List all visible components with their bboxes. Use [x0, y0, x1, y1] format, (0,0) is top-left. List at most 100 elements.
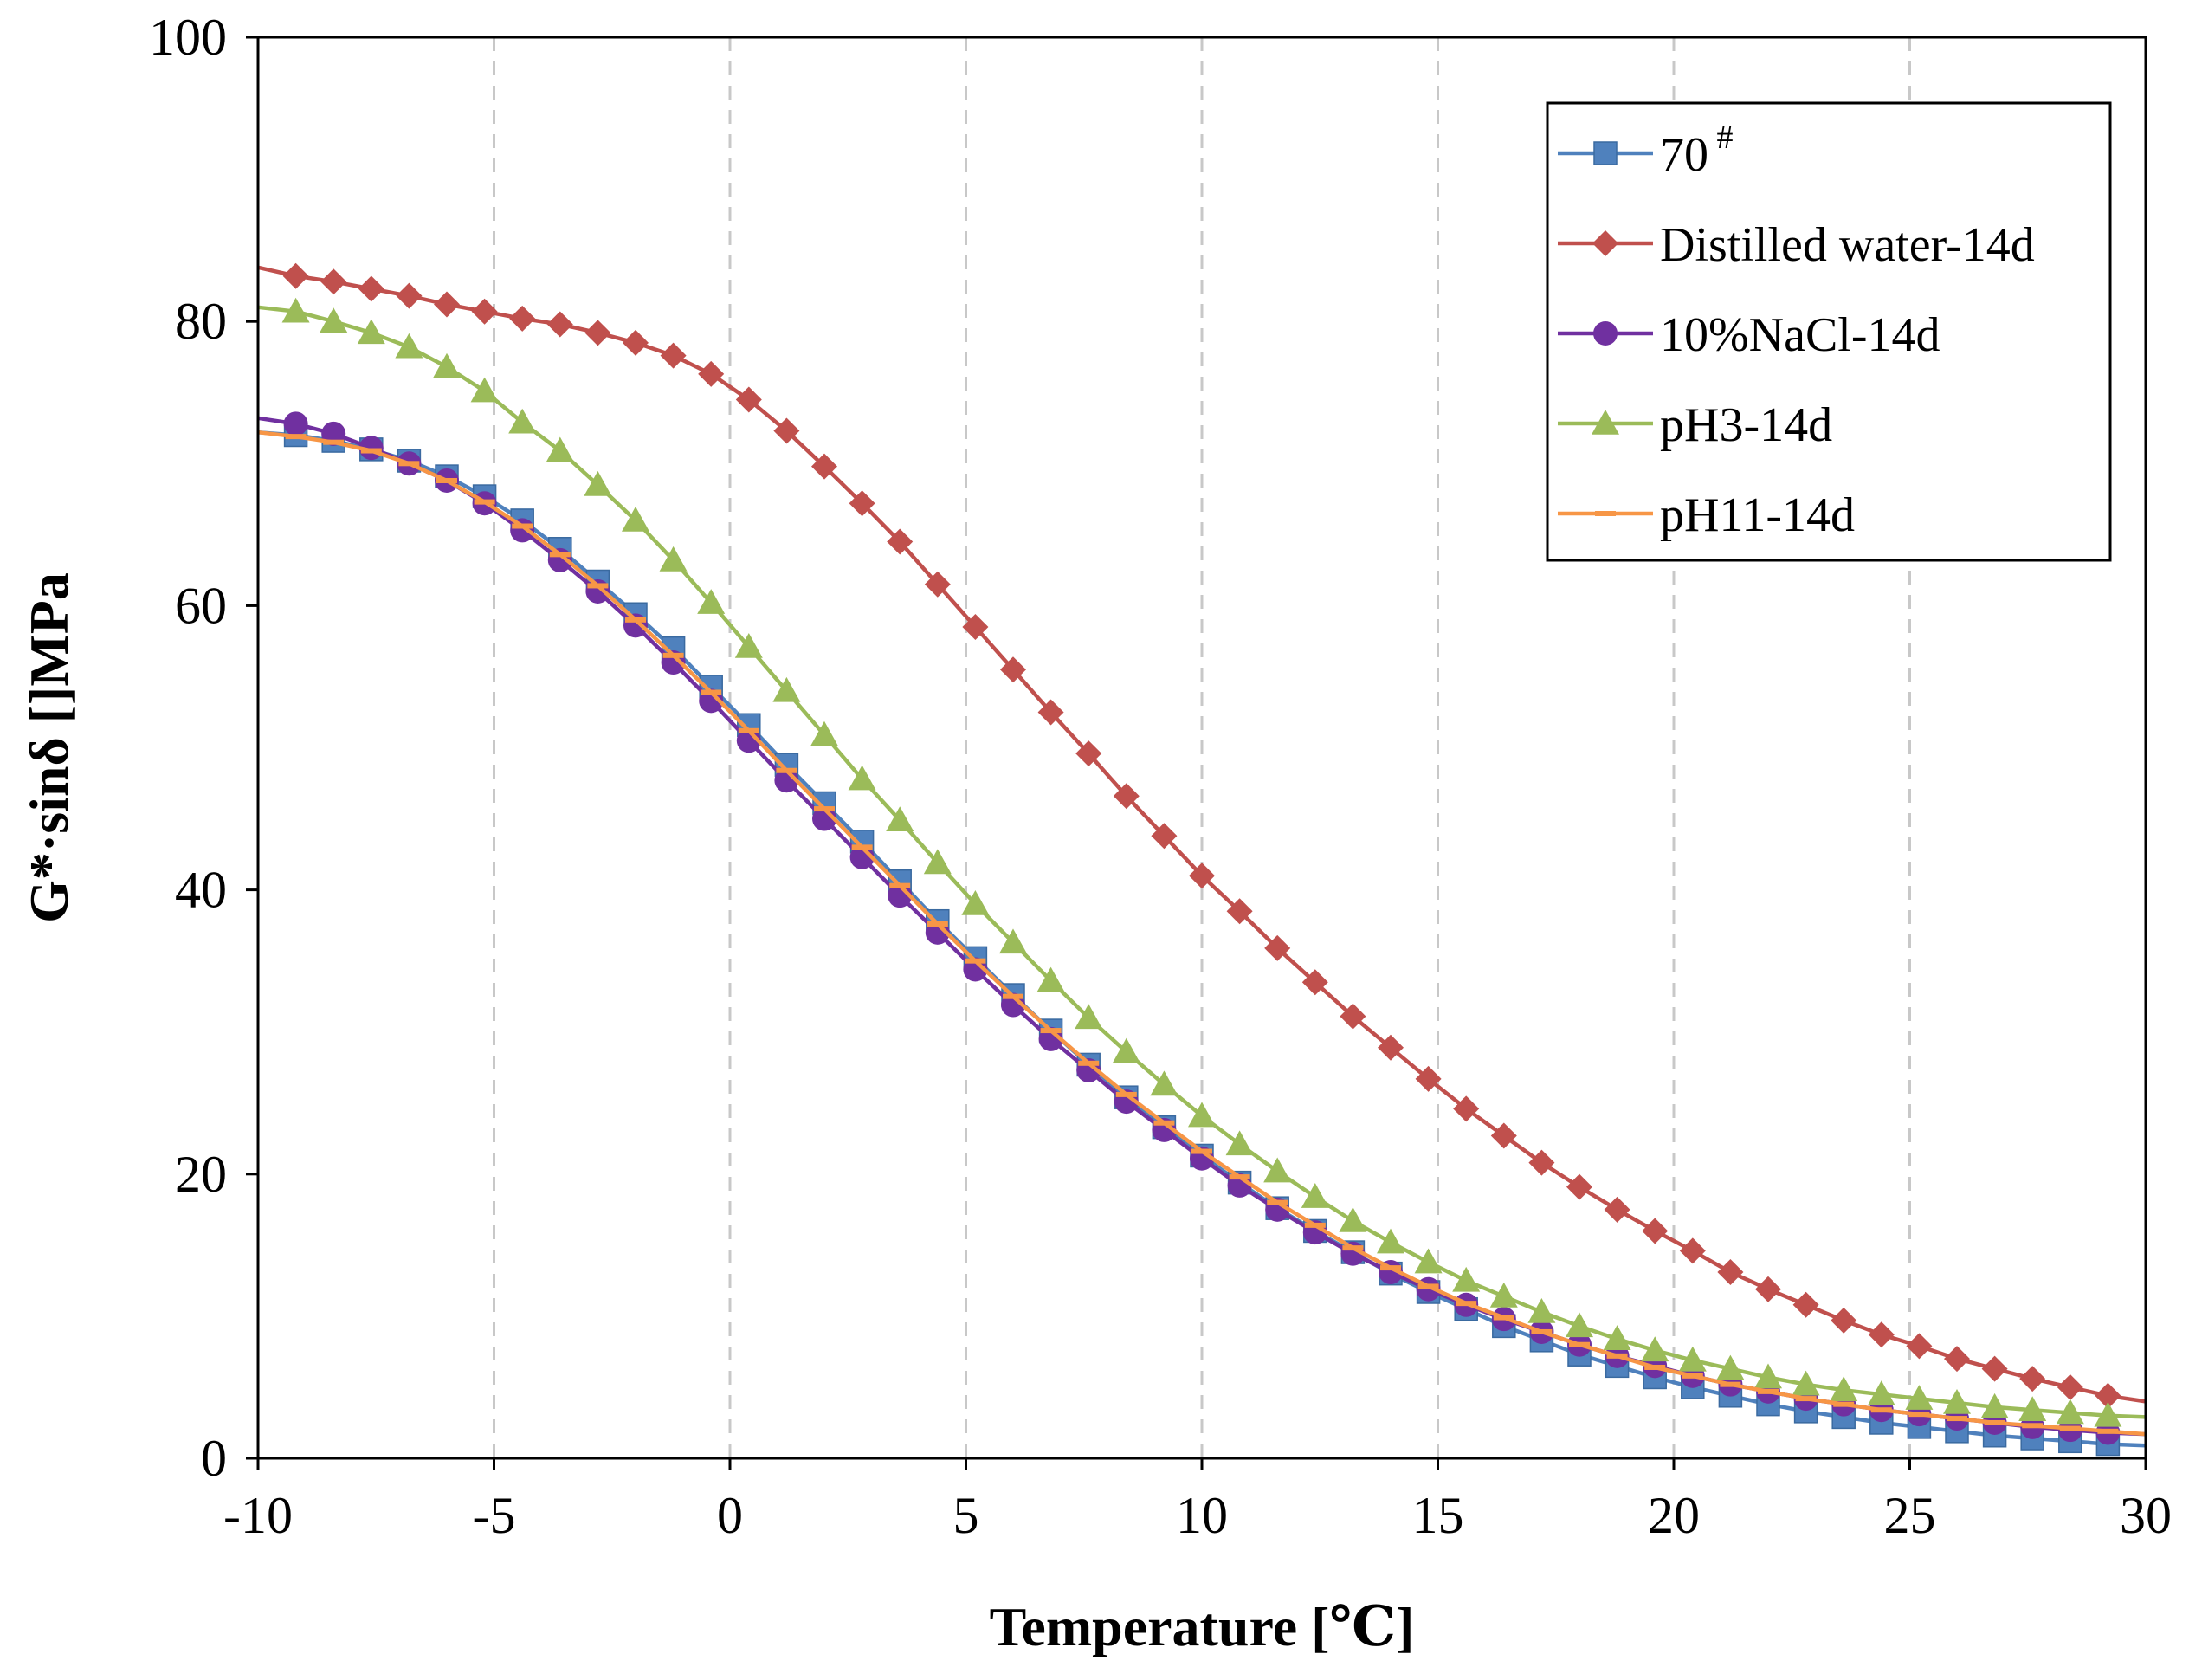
- data-point: [1229, 1174, 1250, 1180]
- data-point: [1868, 1321, 1895, 1348]
- series-4: [257, 430, 2147, 1437]
- legend-marker: [1592, 230, 1618, 256]
- data-point: [360, 448, 382, 454]
- data-point: [508, 408, 537, 434]
- data-point: [773, 417, 800, 444]
- data-point: [1000, 656, 1026, 683]
- data-point: [1792, 1291, 1819, 1318]
- data-point: [2097, 1428, 2119, 1434]
- x-tick-label: 15: [1412, 1487, 1464, 1544]
- data-point: [1113, 783, 1140, 810]
- data-point: [512, 523, 533, 529]
- data-point: [584, 470, 612, 496]
- data-point: [1456, 1301, 1477, 1307]
- data-point: [1984, 1419, 2005, 1425]
- legend-superscript: #: [1708, 120, 1734, 156]
- legend-label: 10%NaCl-14d: [1660, 308, 1940, 362]
- x-tick-label: 10: [1176, 1487, 1228, 1544]
- x-tick-label: -5: [473, 1487, 516, 1544]
- data-point: [2095, 1382, 2121, 1409]
- data-point: [1304, 1222, 1326, 1228]
- data-point: [662, 652, 684, 658]
- data-point: [1037, 699, 1064, 726]
- data-point: [772, 676, 801, 702]
- data-point: [1075, 1004, 1103, 1030]
- data-point: [848, 765, 876, 791]
- legend-marker: [1593, 321, 1618, 346]
- legend-item: 10%NaCl-14d: [1558, 308, 1940, 362]
- data-point: [1415, 1065, 1442, 1092]
- y-tick-label: 60: [175, 577, 227, 634]
- data-point: [1191, 1148, 1212, 1154]
- data-point: [1340, 1003, 1366, 1030]
- x-tick-label: 25: [1884, 1487, 1936, 1544]
- data-point: [811, 453, 837, 480]
- data-point: [660, 342, 687, 369]
- series-layer: [257, 262, 2147, 1457]
- y-axis-title: G*·sinδ []MPa: [18, 572, 80, 923]
- data-point: [1188, 1102, 1216, 1128]
- y-tick-label: 20: [175, 1146, 227, 1203]
- data-point: [1569, 1341, 1590, 1347]
- data-point: [2018, 1396, 2047, 1422]
- data-point: [1342, 1245, 1364, 1251]
- data-point: [659, 546, 688, 572]
- data-point: [734, 632, 763, 658]
- y-tick-label: 40: [175, 862, 227, 919]
- data-point: [1531, 1328, 1553, 1334]
- data-point: [623, 329, 649, 356]
- data-point: [701, 689, 722, 695]
- data-point: [1264, 934, 1291, 961]
- data-point: [1641, 1336, 1669, 1362]
- data-point: [962, 614, 989, 641]
- data-point: [927, 921, 948, 927]
- series-3: [257, 297, 2147, 1427]
- data-point: [2019, 1366, 2046, 1392]
- ticks: -10 -5 0 5 10 15 20 25 30 0 20 40 60 80 100: [149, 9, 2172, 1544]
- data-point: [1339, 1206, 1367, 1232]
- x-tick-label: 5: [953, 1487, 979, 1544]
- data-point: [961, 890, 990, 915]
- data-point: [1301, 969, 1328, 996]
- data-point: [1153, 1120, 1175, 1126]
- data-point: [1417, 1283, 1439, 1289]
- data-point: [814, 806, 835, 812]
- data-point: [1378, 1034, 1404, 1061]
- grid: [493, 37, 1911, 1458]
- data-point: [1644, 1364, 1666, 1370]
- x-tick-label: -10: [223, 1487, 293, 1544]
- data-point: [1716, 1354, 1745, 1380]
- data-point: [1150, 1070, 1178, 1096]
- y-tick-label: 80: [175, 293, 227, 350]
- data-point: [1679, 1237, 1706, 1264]
- data-point: [1003, 993, 1023, 999]
- data-point: [2056, 1399, 2084, 1425]
- data-point: [1682, 1373, 1703, 1379]
- data-point: [320, 268, 347, 295]
- data-point: [434, 291, 460, 318]
- data-point: [323, 439, 345, 445]
- data-point: [1720, 1381, 1741, 1387]
- data-point: [738, 727, 759, 733]
- data-point: [1036, 966, 1065, 992]
- data-point: [965, 958, 986, 964]
- data-point: [1943, 1389, 1971, 1414]
- data-point: [924, 571, 951, 598]
- data-point: [1606, 1353, 1628, 1359]
- data-point: [698, 360, 725, 387]
- legend-item: Distilled water-14d: [1558, 218, 2035, 272]
- data-point: [1678, 1346, 1707, 1372]
- data-point: [1906, 1333, 1933, 1360]
- legend-label: pH3-14d: [1660, 398, 1832, 452]
- data-point: [584, 320, 611, 346]
- data-point: [1905, 1385, 1934, 1410]
- series-1: [257, 262, 2147, 1409]
- data-point: [1566, 1173, 1592, 1200]
- y-tick-label: 100: [149, 9, 227, 66]
- data-point: [1944, 1346, 1970, 1373]
- data-point: [1414, 1248, 1443, 1274]
- data-point: [697, 589, 726, 614]
- data-point: [1831, 1307, 1857, 1334]
- data-point: [887, 528, 914, 555]
- data-point: [923, 849, 952, 875]
